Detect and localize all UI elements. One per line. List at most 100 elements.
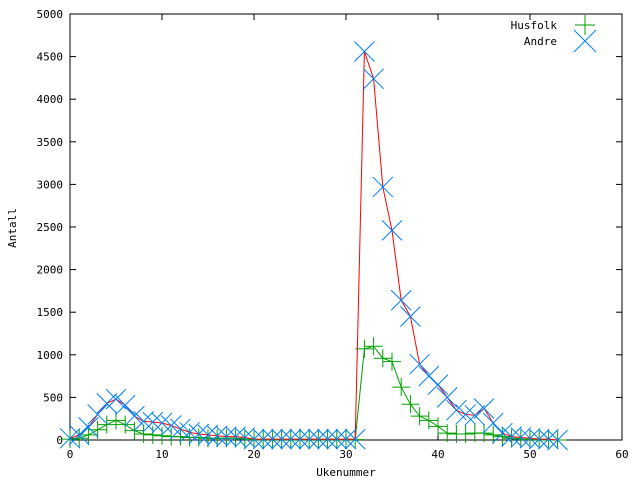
- y-tick-label: 2000: [37, 264, 64, 277]
- data-point: [114, 394, 136, 416]
- data-point: [538, 428, 559, 450]
- series-andre: [59, 41, 568, 451]
- data-point: [473, 398, 495, 419]
- data-point: [429, 417, 447, 436]
- data-point: [364, 337, 383, 356]
- data-point: [355, 339, 374, 358]
- x-tick-label: 40: [431, 448, 444, 461]
- data-point: [326, 428, 348, 450]
- y-tick-label: 2500: [37, 221, 64, 234]
- data-point: [143, 425, 162, 444]
- data-point: [401, 395, 420, 414]
- y-tick-label: 1000: [37, 349, 64, 362]
- data-point: [78, 416, 99, 438]
- data-point: [335, 428, 357, 450]
- data-point: [373, 349, 392, 368]
- series-line: [69, 51, 558, 441]
- x-tick-label: 50: [523, 448, 536, 461]
- data-point: [298, 428, 320, 450]
- x-tick-label: 10: [155, 448, 168, 461]
- data-point: [225, 426, 246, 447]
- data-point: [170, 418, 191, 440]
- data-point: [455, 404, 476, 425]
- data-point: [502, 429, 521, 448]
- data-point: [289, 428, 311, 450]
- data-point: [87, 404, 108, 425]
- x-tick-label: 60: [615, 448, 628, 461]
- x-tick-label: 0: [67, 448, 74, 461]
- data-point: [372, 176, 394, 198]
- data-point: [216, 426, 237, 447]
- legend-label: Andre: [524, 35, 557, 48]
- data-point: [206, 425, 228, 447]
- y-axis-label: Antall: [6, 208, 19, 248]
- data-point: [363, 68, 384, 90]
- data-point: [179, 421, 200, 443]
- data-point: [501, 426, 522, 447]
- data-point: [70, 429, 89, 448]
- x-tick-label: 20: [247, 448, 260, 461]
- x-tick-label: 30: [339, 448, 352, 461]
- data-point: [492, 422, 513, 444]
- data-point: [280, 428, 302, 450]
- data-point: [510, 427, 532, 448]
- data-point: [317, 428, 338, 450]
- data-point: [392, 378, 411, 397]
- data-point: [475, 424, 493, 443]
- data-point: [134, 425, 153, 444]
- data-point: [262, 428, 283, 450]
- data-point: [188, 423, 210, 445]
- data-point: [436, 387, 458, 408]
- data-point: [61, 430, 79, 449]
- legend-label: Husfolk: [511, 19, 558, 32]
- data-point: [409, 353, 430, 375]
- data-point: [171, 427, 190, 446]
- data-point: [381, 220, 403, 241]
- data-point: [153, 426, 171, 445]
- data-point: [105, 388, 127, 410]
- x-axis-label: Ukenummer: [316, 466, 376, 479]
- data-point: [400, 306, 421, 327]
- data-point: [354, 41, 375, 62]
- data-point: [456, 425, 475, 444]
- data-point: [528, 428, 550, 450]
- legend-marker-cross-icon: [573, 29, 597, 53]
- data-point: [234, 427, 256, 448]
- y-tick-label: 4000: [37, 93, 64, 106]
- data-point: [59, 427, 81, 449]
- data-point: [410, 407, 429, 426]
- legend-marker-plus-icon: [575, 15, 595, 35]
- data-point: [226, 429, 245, 448]
- y-tick-label: 1500: [37, 306, 64, 319]
- data-point: [68, 424, 90, 446]
- data-point: [252, 428, 274, 450]
- data-point: [142, 411, 164, 433]
- data-point: [493, 427, 512, 446]
- y-tick-label: 5000: [37, 8, 64, 21]
- data-point: [482, 412, 504, 434]
- data-point: [197, 424, 219, 446]
- data-point: [133, 410, 154, 432]
- data-point: [427, 374, 449, 395]
- data-point: [390, 289, 412, 311]
- x-axis-ticks: 0 10 20 30 40 50 60: [67, 14, 629, 461]
- data-point: [124, 405, 145, 427]
- data-point: [271, 428, 292, 450]
- data-point: [308, 428, 329, 450]
- data-point: [383, 352, 401, 371]
- series-layer: [59, 41, 568, 451]
- legend: Husfolk Andre: [511, 15, 597, 53]
- data-point: [79, 425, 98, 444]
- data-point: [97, 415, 116, 434]
- data-point: [243, 428, 265, 450]
- plot-frame: [69, 13, 623, 441]
- y-tick-label: 500: [43, 391, 63, 404]
- data-point: [519, 427, 541, 449]
- y-tick-label: 3000: [37, 178, 64, 191]
- y-tick-label: 3500: [37, 136, 64, 149]
- data-point: [419, 411, 438, 430]
- data-point: [547, 429, 568, 451]
- y-tick-label: 0: [56, 434, 63, 447]
- data-point: [151, 412, 173, 434]
